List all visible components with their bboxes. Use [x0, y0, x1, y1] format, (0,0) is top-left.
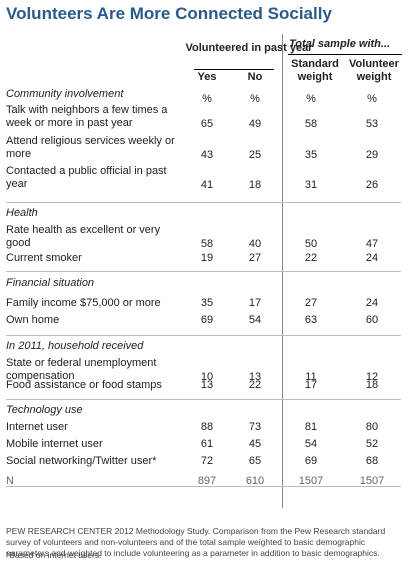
header-yes: Yes: [197, 71, 217, 83]
cell-value: 41: [200, 179, 214, 191]
cell-value: 47: [365, 238, 379, 250]
cell-value: 49: [248, 118, 262, 130]
cell-value: 69: [200, 314, 214, 326]
cell-value: 69: [304, 455, 318, 467]
cell-value: 13: [200, 379, 214, 391]
section-heading: Health: [6, 207, 38, 219]
cell-value: 17: [248, 297, 262, 309]
cell-value: 52: [365, 438, 379, 450]
cell-value: 24: [365, 297, 379, 309]
cell-value: 27: [304, 297, 318, 309]
section-divider: [6, 202, 401, 203]
header-no: No: [247, 71, 263, 83]
cell-value: 18: [365, 379, 379, 391]
row-label: Family income $75,000 or more: [6, 297, 161, 309]
cell-value: 81: [304, 421, 318, 433]
cell-value: 54: [248, 314, 262, 326]
cell-value: 19: [200, 252, 214, 264]
section-heading: Community involvement: [6, 88, 124, 100]
cell-value: 58: [304, 118, 318, 130]
cell-value: 40: [248, 238, 262, 250]
footnote-source: PEW RESEARCH CENTER 2012 Methodology Stu…: [6, 526, 386, 558]
row-label: Contacted a public official in past year: [6, 165, 167, 190]
header-total-sample: Total sample with...: [289, 38, 391, 50]
cell-value: 22: [248, 379, 262, 391]
section-divider: [6, 399, 401, 400]
section-divider: [6, 486, 401, 487]
cell-value: 54: [304, 438, 318, 450]
row-label: Talk with neighbors a few times a week o…: [6, 104, 168, 129]
cell-value: 63: [304, 314, 318, 326]
n-row-value: 897: [197, 475, 217, 487]
header-rule-total: [288, 54, 402, 55]
row-label: Attend religious services weekly or more: [6, 135, 175, 160]
cell-value: 24: [365, 252, 379, 264]
row-label: Own home: [6, 314, 60, 326]
unit-label: %: [367, 93, 377, 105]
cell-value: 58: [200, 238, 214, 250]
cell-value: 68: [365, 455, 379, 467]
header-rule-volunteered: [194, 69, 274, 70]
row-label: Social networking/Twitter user*: [6, 455, 157, 467]
cell-value: 35: [304, 149, 318, 161]
n-row-value: 1507: [359, 475, 385, 487]
section-divider: [6, 271, 401, 272]
section-heading: Technology use: [6, 404, 83, 416]
footnote-asterisk: *Based on internet users.: [6, 550, 102, 560]
cell-value: 18: [248, 179, 262, 191]
row-label: Rate health as excellent or very good: [6, 224, 161, 249]
n-row-value: 610: [245, 475, 265, 487]
cell-value: 25: [248, 149, 262, 161]
n-row-label: N: [6, 475, 14, 487]
row-label: Food assistance or food stamps: [6, 379, 162, 391]
cell-value: 80: [365, 421, 379, 433]
cell-value: 11: [305, 371, 317, 383]
section-heading: Financial situation: [6, 277, 95, 289]
header-volunteered: Volunteered in past year: [185, 42, 313, 54]
header-volunteer-weight: Volunteer weight: [349, 58, 399, 83]
cell-value: 29: [365, 149, 379, 161]
unit-label: %: [306, 93, 316, 105]
cell-value: 88: [200, 421, 214, 433]
cell-value: 13: [248, 371, 262, 383]
row-label: Current smoker: [6, 252, 82, 264]
cell-value: 26: [365, 179, 379, 191]
cell-value: 27: [248, 252, 262, 264]
unit-label: %: [250, 93, 260, 105]
cell-value: 45: [248, 438, 262, 450]
row-label: Mobile internet user: [6, 438, 103, 450]
cell-value: 35: [200, 297, 214, 309]
section-heading: In 2011, household received: [6, 340, 144, 352]
section-divider: [6, 335, 401, 336]
row-label: Internet user: [6, 421, 68, 433]
n-row-value: 1507: [298, 475, 324, 487]
cell-value: 50: [304, 238, 318, 250]
cell-value: 60: [365, 314, 379, 326]
cell-value: 12: [365, 371, 379, 383]
cell-value: 65: [200, 118, 214, 130]
header-standard-weight: Standard weight: [291, 58, 339, 83]
cell-value: 73: [248, 421, 262, 433]
unit-label: %: [202, 93, 212, 105]
cell-value: 53: [365, 118, 379, 130]
cell-value: 31: [304, 179, 318, 191]
row-label: State or federal unemployment compensati…: [6, 357, 157, 382]
cell-value: 61: [200, 438, 214, 450]
cell-value: 10: [200, 371, 214, 383]
cell-value: 65: [248, 455, 262, 467]
cell-value: 17: [304, 379, 318, 391]
cell-value: 72: [200, 455, 214, 467]
page-title: Volunteers Are More Connected Socially: [6, 4, 332, 23]
cell-value: 22: [304, 252, 318, 264]
cell-value: 43: [200, 149, 214, 161]
